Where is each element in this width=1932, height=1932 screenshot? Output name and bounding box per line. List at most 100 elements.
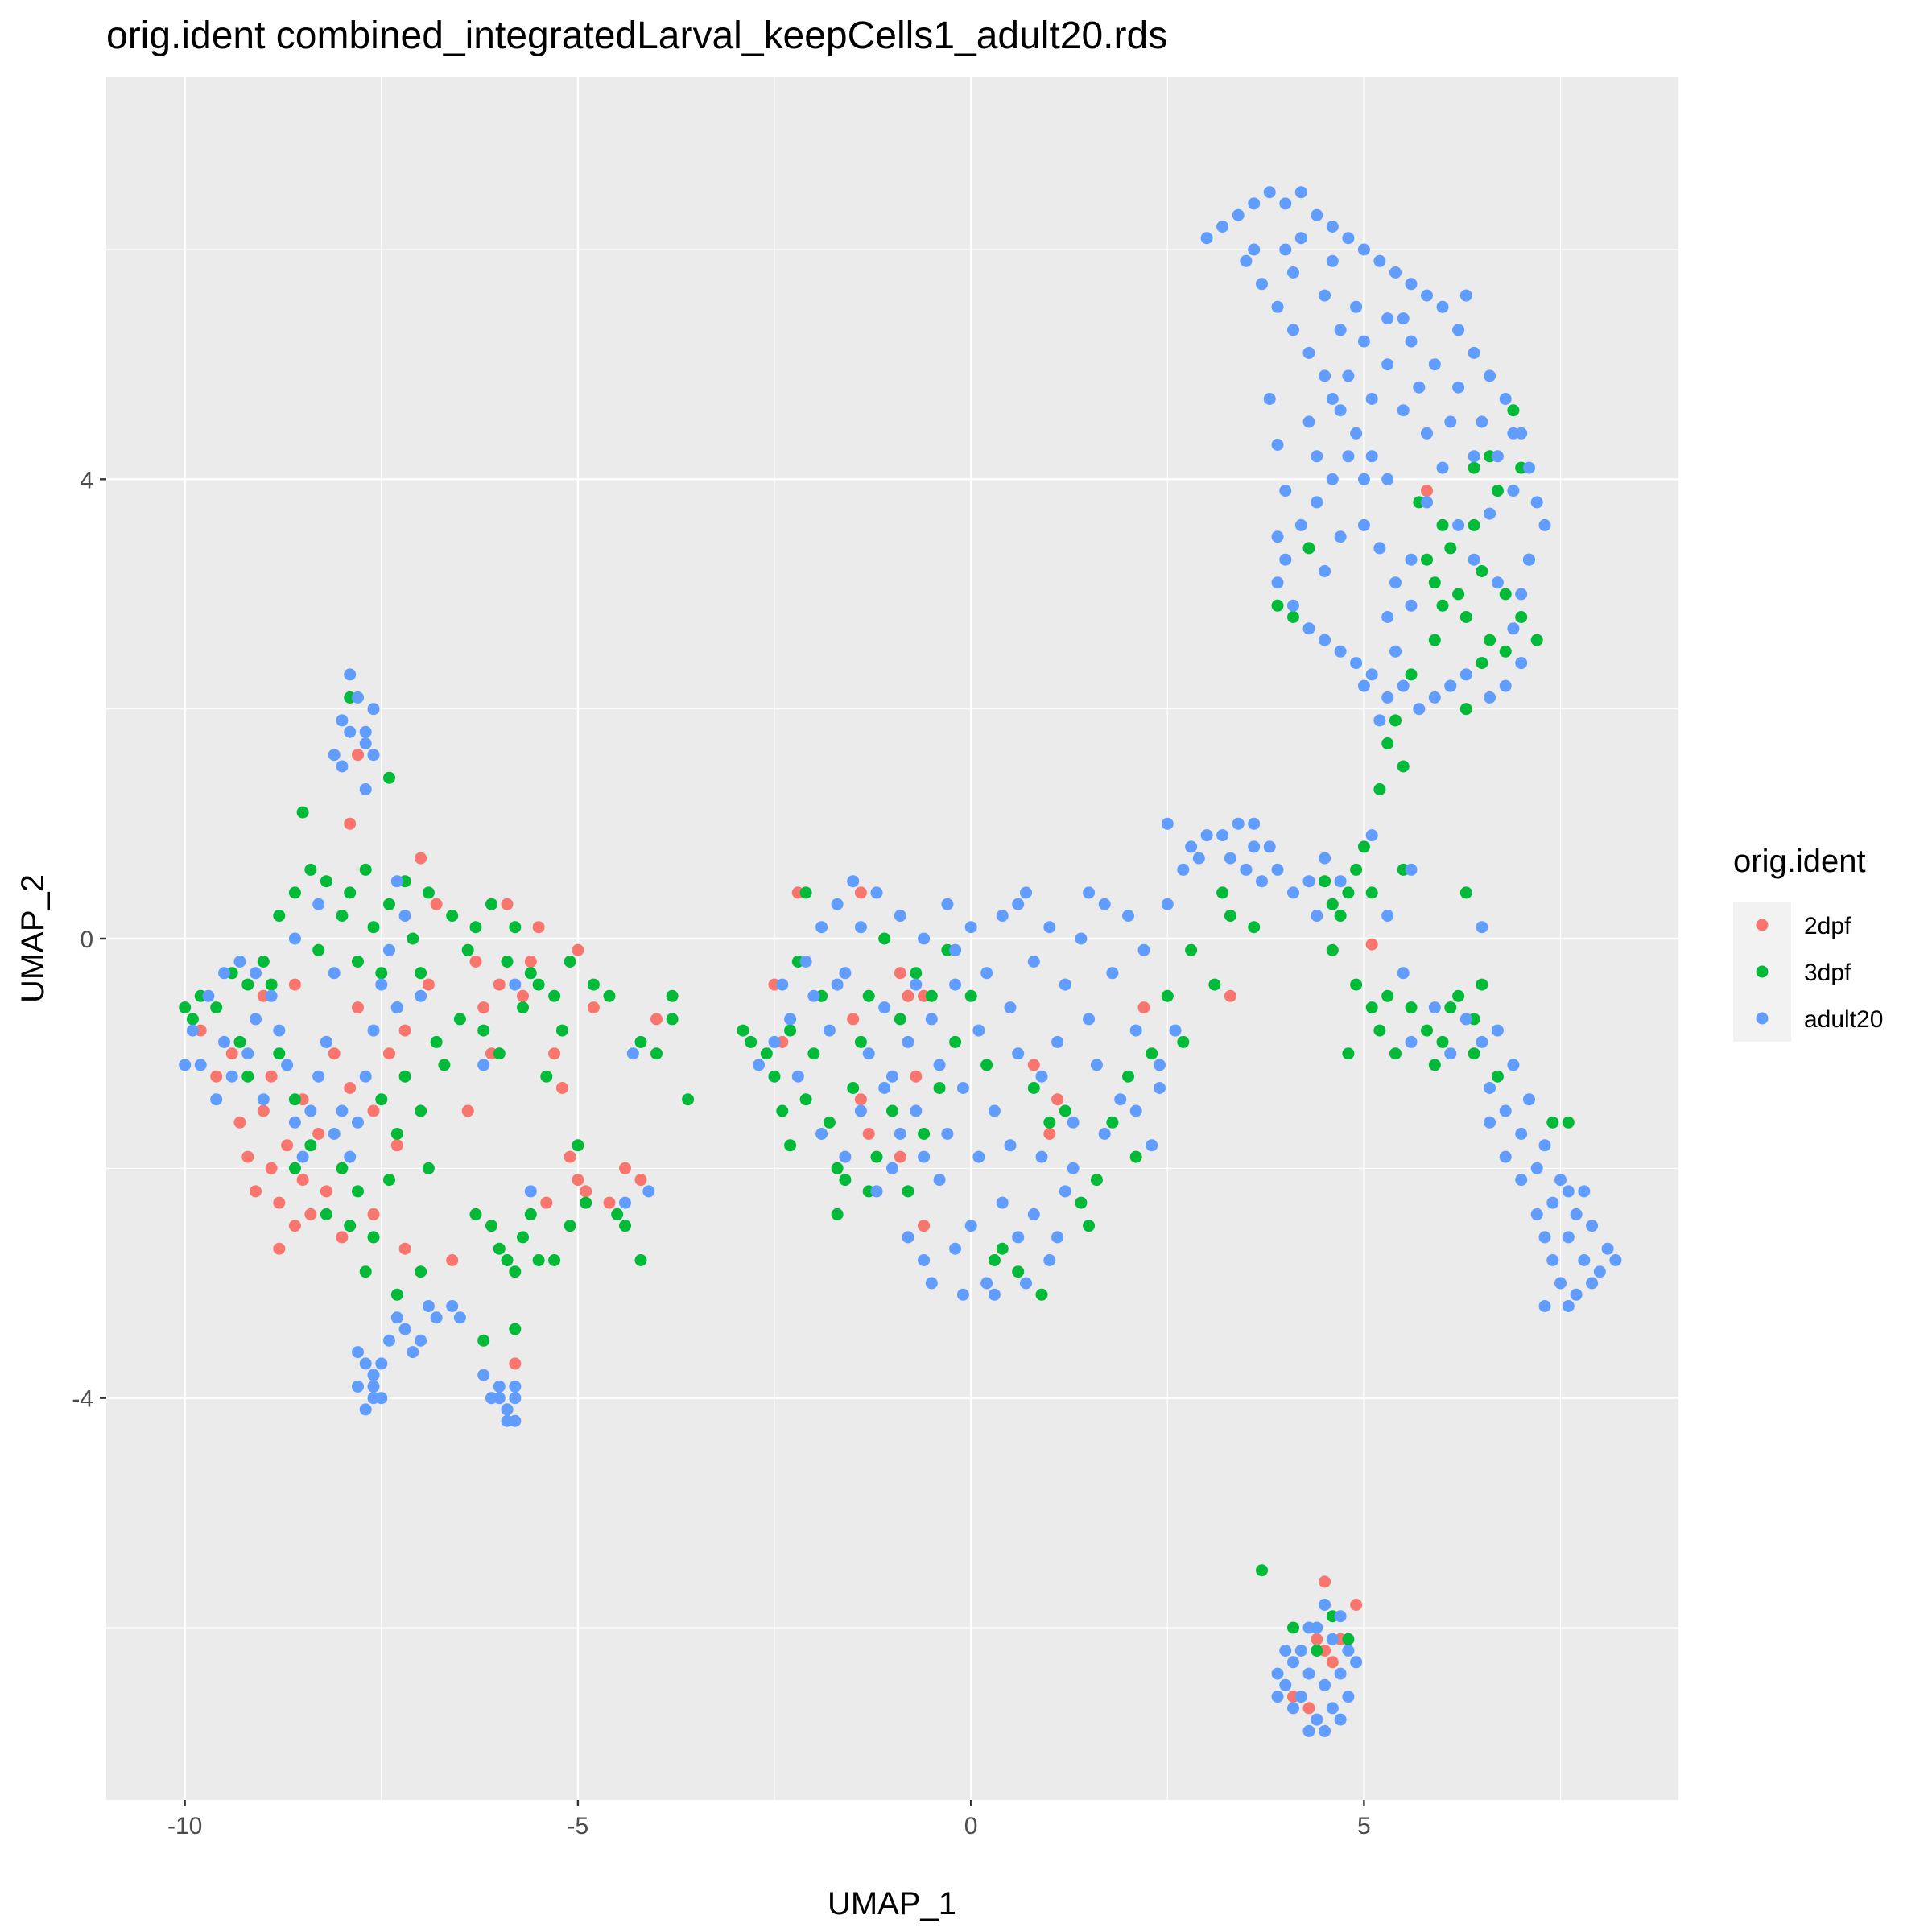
data-point — [1279, 243, 1292, 256]
data-point — [1523, 553, 1535, 566]
data-point — [186, 1013, 199, 1026]
legend-item-3dpf: 3dpf — [1733, 948, 1852, 995]
data-point — [273, 1196, 286, 1209]
data-point — [1319, 1575, 1331, 1588]
data-point — [1397, 967, 1410, 980]
data-point — [430, 1035, 443, 1048]
data-point — [949, 978, 962, 991]
data-point — [179, 1001, 192, 1014]
data-point — [956, 1082, 969, 1094]
data-point — [572, 943, 584, 956]
data-point — [1083, 886, 1096, 899]
data-point — [1161, 989, 1174, 1002]
data-point — [870, 886, 883, 899]
data-point — [587, 978, 600, 991]
data-point — [1538, 1139, 1551, 1152]
data-point — [1357, 335, 1370, 348]
data-point — [288, 1093, 301, 1106]
data-point — [1302, 346, 1315, 359]
data-point — [1263, 840, 1276, 853]
data-point — [1106, 967, 1119, 980]
data-point — [1302, 1621, 1315, 1634]
data-point — [328, 749, 341, 762]
major-gridlines — [106, 77, 1678, 1800]
data-point — [233, 1035, 246, 1048]
data-point — [1530, 1208, 1543, 1220]
data-point — [862, 1128, 875, 1140]
data-point — [1389, 1047, 1402, 1060]
data-point — [1059, 1185, 1071, 1198]
data-point — [1319, 1599, 1331, 1611]
data-point — [854, 1093, 867, 1106]
data-point — [493, 1047, 506, 1060]
data-point — [296, 1150, 309, 1163]
data-point — [1326, 943, 1339, 956]
data-point — [619, 1196, 631, 1209]
data-point — [1020, 886, 1032, 899]
data-point — [1530, 634, 1543, 646]
x-axis-title: UMAP_1 — [828, 1886, 956, 1922]
data-point — [1027, 1208, 1040, 1220]
data-point — [1137, 943, 1150, 956]
data-point — [1240, 863, 1253, 876]
data-point — [760, 1047, 773, 1060]
data-point — [1397, 312, 1410, 325]
data-point — [745, 1035, 758, 1048]
data-point — [619, 1162, 631, 1174]
data-point — [1311, 450, 1323, 463]
data-point — [288, 1116, 301, 1129]
data-point — [1302, 542, 1315, 555]
data-point — [383, 943, 395, 956]
data-point — [320, 875, 332, 888]
data-point — [910, 1104, 923, 1117]
data-point — [1365, 668, 1378, 681]
data-point — [1161, 898, 1174, 910]
data-point — [210, 1001, 223, 1014]
data-point — [1578, 1254, 1591, 1266]
data-point — [1562, 1116, 1575, 1129]
data-point — [1357, 679, 1370, 692]
data-point — [1106, 1116, 1119, 1129]
data-point — [1421, 427, 1433, 440]
data-point — [1319, 565, 1331, 577]
data-point — [446, 910, 459, 922]
data-point — [949, 1242, 962, 1255]
data-point — [555, 1024, 568, 1037]
data-point — [831, 978, 844, 991]
data-point — [925, 989, 938, 1002]
data-point — [1200, 829, 1213, 842]
data-point — [839, 1150, 852, 1163]
data-point — [847, 1082, 860, 1094]
data-point — [1302, 1724, 1315, 1737]
data-point — [1012, 1047, 1025, 1060]
data-point — [1075, 932, 1088, 945]
data-point — [1397, 404, 1410, 417]
data-point — [1507, 427, 1520, 440]
data-point — [1287, 611, 1299, 623]
data-point — [1373, 254, 1386, 267]
data-point — [415, 1104, 427, 1117]
data-point — [1319, 1678, 1331, 1691]
data-point — [367, 703, 380, 716]
data-point — [980, 967, 993, 980]
data-point — [1279, 553, 1292, 566]
data-point — [572, 1174, 584, 1187]
data-point — [509, 978, 522, 991]
data-point — [1161, 817, 1174, 830]
data-point — [964, 921, 977, 934]
data-point — [1381, 737, 1394, 749]
data-point — [1319, 875, 1331, 888]
data-point — [179, 1059, 192, 1071]
data-point — [407, 1346, 419, 1359]
data-point — [446, 1300, 459, 1312]
data-point — [548, 1254, 561, 1266]
data-point — [1499, 588, 1512, 601]
data-point — [1090, 1059, 1103, 1071]
data-point — [988, 1288, 1001, 1301]
data-point — [532, 921, 545, 934]
data-point — [328, 967, 341, 980]
data-point — [1491, 1070, 1504, 1083]
data-point — [233, 1116, 246, 1129]
data-point — [1146, 1047, 1158, 1060]
data-point — [1271, 576, 1284, 589]
